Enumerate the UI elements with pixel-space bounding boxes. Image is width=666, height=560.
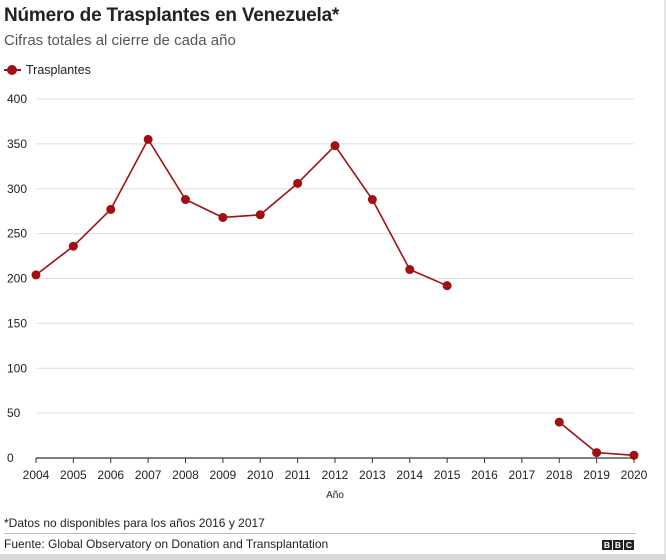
chart-subtitle: Cifras totales al cierre de cada año: [4, 32, 236, 49]
frame-edge: [664, 0, 666, 560]
x-tick-label: 2012: [322, 468, 349, 482]
legend-label: Trasplantes: [26, 63, 91, 77]
x-axis-title: Año: [326, 490, 344, 501]
x-tick-label: 2015: [434, 468, 461, 482]
series-line: [35, 138, 448, 287]
y-tick-label: 150: [7, 316, 27, 330]
y-tick-label: 300: [7, 182, 27, 196]
x-tick-label: 2018: [546, 468, 573, 482]
x-tick-label: 2008: [172, 468, 199, 482]
footer-divider: [4, 533, 636, 534]
data-point: [218, 212, 228, 222]
x-tick-label: 2017: [509, 468, 536, 482]
data-point: [255, 210, 265, 220]
data-point: [181, 195, 190, 205]
data-point: [106, 204, 116, 214]
x-tick-label: 2009: [210, 468, 237, 482]
y-tick-label: 50: [7, 406, 21, 420]
x-tick-label: 2005: [60, 468, 87, 482]
y-tick-label: 100: [7, 361, 27, 375]
data-point: [293, 178, 303, 188]
x-tick-label: 2010: [247, 468, 274, 482]
y-tick-label: 400: [7, 92, 27, 106]
data-point: [31, 270, 41, 280]
x-tick-label: 2020: [621, 468, 648, 482]
bbc-logo: B B C: [602, 540, 634, 550]
y-tick-label: 350: [7, 137, 27, 151]
line-chart: 0 50 100 150 200 250 300 350 400 2004 2005 2006 2007…: [7, 92, 648, 501]
x-tick-label: 2004: [23, 468, 50, 482]
x-tick-label: 2011: [285, 468, 311, 482]
x-tick-label: 2019: [583, 468, 610, 482]
data-point: [629, 450, 639, 460]
x-tick-label: 2006: [97, 468, 124, 482]
y-tick-label: 0: [7, 451, 14, 465]
source-note: Fuente: Global Observatory on Donation a…: [4, 537, 329, 551]
chart-title: Número de Trasplantes en Venezuela*: [4, 5, 340, 26]
data-point: [554, 417, 564, 427]
data-point: [442, 281, 452, 291]
data-point: [68, 241, 78, 251]
bbc-logo-letter: B: [602, 540, 612, 550]
data-point: [330, 141, 340, 151]
x-tick-label: 2016: [471, 468, 498, 482]
data-point: [367, 195, 377, 205]
bbc-logo-letter: C: [624, 540, 634, 550]
legend-marker: [4, 64, 21, 76]
frame-bottom-bar: [0, 554, 666, 560]
x-tick-label: 2014: [396, 468, 423, 482]
legend-dot: [7, 65, 17, 75]
y-tick-label: 250: [7, 227, 27, 241]
legend: Trasplantes: [4, 62, 91, 78]
y-tick-label: 200: [7, 272, 27, 286]
footnote: *Datos no disponibles para los años 2016…: [4, 516, 265, 530]
bbc-logo-letter: B: [613, 540, 623, 550]
x-tick-label: 2013: [359, 468, 386, 482]
data-point: [592, 448, 602, 458]
data-point: [143, 134, 153, 144]
data-point: [405, 265, 415, 275]
x-tick-label: 2007: [135, 468, 162, 482]
